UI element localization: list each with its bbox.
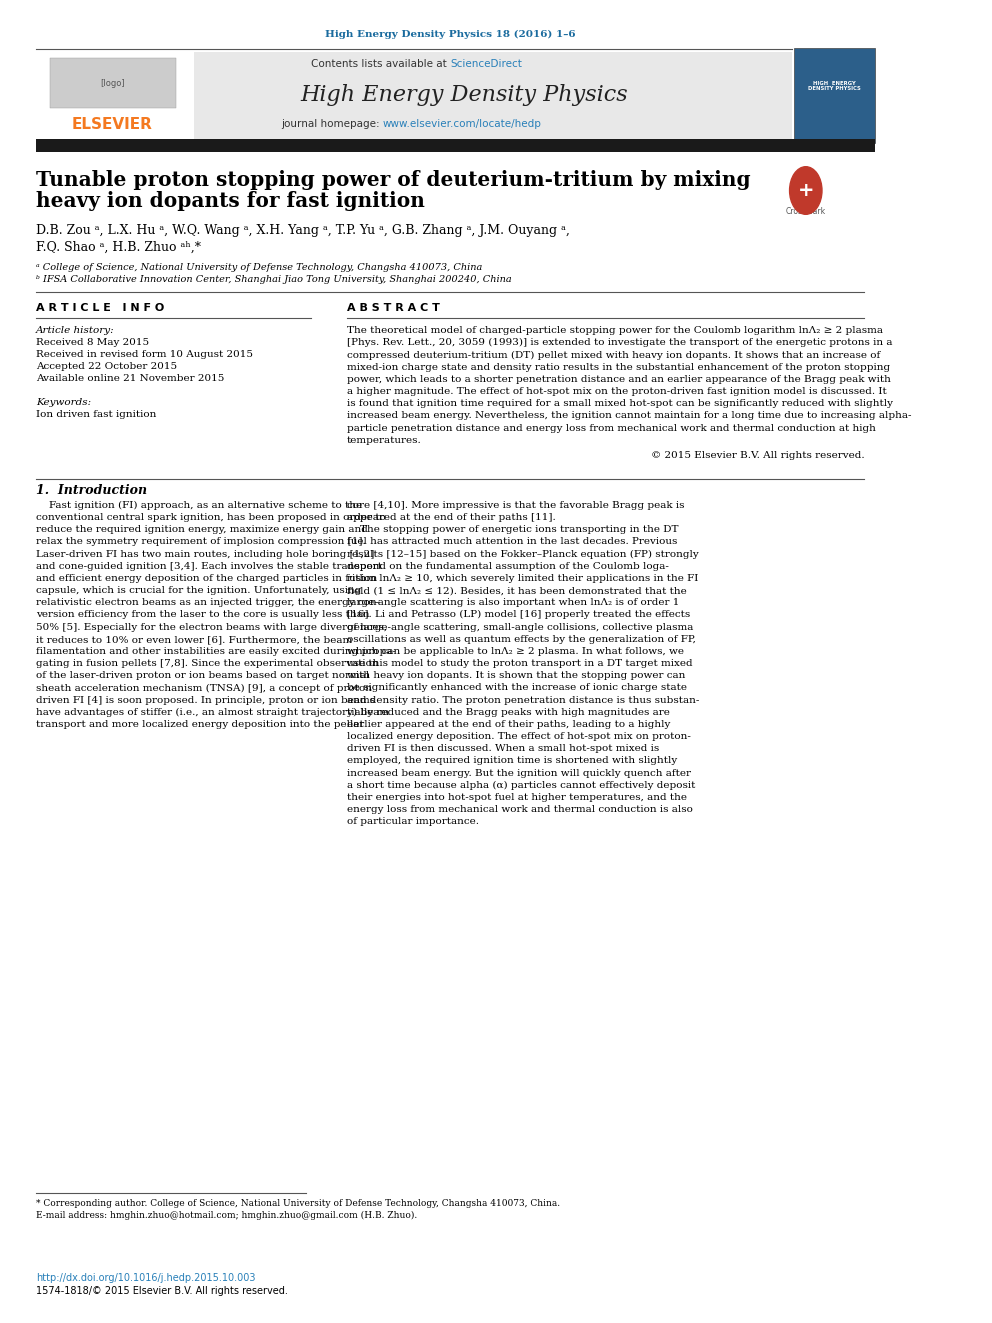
Text: mixed-ion charge state and density ratio results in the substantial enhancement : mixed-ion charge state and density ratio… (346, 363, 890, 372)
Text: employed, the required ignition time is shortened with slightly: employed, the required ignition time is … (346, 757, 677, 766)
Text: particle penetration distance and energy loss from mechanical work and thermal c: particle penetration distance and energy… (346, 423, 876, 433)
Text: large-angle scattering is also important when lnΛ₂ is of order 1: large-angle scattering is also important… (346, 598, 679, 607)
Text: journal homepage:: journal homepage: (281, 119, 383, 130)
Text: power, which leads to a shorter penetration distance and an earlier appearance o: power, which leads to a shorter penetrat… (346, 374, 891, 384)
Text: tially reduced and the Bragg peaks with high magnitudes are: tially reduced and the Bragg peaks with … (346, 708, 670, 717)
Text: is found that ignition time required for a small mixed hot-spot can be significa: is found that ignition time required for… (346, 400, 893, 409)
Text: a short time because alpha (α) particles cannot effectively deposit: a short time because alpha (α) particles… (346, 781, 695, 790)
Text: and density ratio. The proton penetration distance is thus substan-: and density ratio. The proton penetratio… (346, 696, 699, 705)
Text: increased beam energy. Nevertheless, the ignition cannot maintain for a long tim: increased beam energy. Nevertheless, the… (346, 411, 911, 421)
Text: conventional central spark ignition, has been proposed in order to: conventional central spark ignition, has… (36, 513, 386, 523)
Text: increased beam energy. But the ignition will quickly quench after: increased beam energy. But the ignition … (346, 769, 690, 778)
Text: Available online 21 November 2015: Available online 21 November 2015 (36, 374, 224, 382)
Text: with heavy ion dopants. It is shown that the stopping power can: with heavy ion dopants. It is shown that… (346, 671, 685, 680)
Text: of particular importance.: of particular importance. (346, 818, 478, 827)
Text: oscillations as well as quantum effects by the generalization of FP,: oscillations as well as quantum effects … (346, 635, 695, 644)
Text: driven FI is then discussed. When a small hot-spot mixed is: driven FI is then discussed. When a smal… (346, 745, 659, 753)
FancyBboxPatch shape (36, 139, 875, 152)
Text: A B S T R A C T: A B S T R A C T (346, 303, 439, 314)
Text: relativistic electron beams as an injected trigger, the energy con-: relativistic electron beams as an inject… (36, 598, 380, 607)
Text: of the laser-driven proton or ion beams based on target normal: of the laser-driven proton or ion beams … (36, 671, 369, 680)
Text: Received in revised form 10 August 2015: Received in revised form 10 August 2015 (36, 351, 253, 359)
FancyBboxPatch shape (36, 52, 793, 139)
FancyBboxPatch shape (50, 58, 176, 108)
Text: ᵇ IFSA Collaborative Innovation Center, Shanghai Jiao Tong University, Shanghai : ᵇ IFSA Collaborative Innovation Center, … (36, 275, 512, 283)
Text: filamentation and other instabilities are easily excited during propa-: filamentation and other instabilities ar… (36, 647, 396, 656)
Text: relax the symmetry requirement of implosion compression [1].: relax the symmetry requirement of implos… (36, 537, 366, 546)
Text: gating in fusion pellets [7,8]. Since the experimental observation: gating in fusion pellets [7,8]. Since th… (36, 659, 379, 668)
Text: have advantages of stiffer (i.e., an almost straight trajectory) beam: have advantages of stiffer (i.e., an alm… (36, 708, 389, 717)
Circle shape (790, 167, 822, 214)
Text: energy loss from mechanical work and thermal conduction is also: energy loss from mechanical work and the… (346, 806, 692, 814)
Text: core [4,10]. More impressive is that the favorable Bragg peak is: core [4,10]. More impressive is that the… (346, 501, 684, 509)
Text: High Energy Density Physics 18 (2016) 1–6: High Energy Density Physics 18 (2016) 1–… (324, 30, 575, 38)
Text: HIGH  ENERGY
DENSITY PHYSICS: HIGH ENERGY DENSITY PHYSICS (808, 81, 861, 91)
Text: appeared at the end of their paths [11].: appeared at the end of their paths [11]. (346, 513, 556, 523)
Text: Accepted 22 October 2015: Accepted 22 October 2015 (36, 363, 178, 370)
Text: be significantly enhanced with the increase of ionic charge state: be significantly enhanced with the incre… (346, 684, 686, 692)
Text: High Energy Density Physics: High Energy Density Physics (300, 85, 628, 106)
Text: rithm lnΛ₂ ≥ 10, which severely limited their applications in the FI: rithm lnΛ₂ ≥ 10, which severely limited … (346, 574, 698, 583)
Text: use this model to study the proton transport in a DT target mixed: use this model to study the proton trans… (346, 659, 692, 668)
FancyBboxPatch shape (794, 48, 875, 143)
Text: ScienceDirect: ScienceDirect (450, 58, 522, 69)
Text: of large-angle scattering, small-angle collisions, collective plasma: of large-angle scattering, small-angle c… (346, 623, 693, 631)
Text: Tunable proton stopping power of deuterium-tritium by mixing: Tunable proton stopping power of deuteri… (36, 169, 751, 191)
Text: compressed deuterium-tritium (DT) pellet mixed with heavy ion dopants. It shows : compressed deuterium-tritium (DT) pellet… (346, 351, 880, 360)
Text: heavy ion dopants for fast ignition: heavy ion dopants for fast ignition (36, 191, 425, 212)
Text: * Corresponding author. College of Science, National University of Defense Techn: * Corresponding author. College of Scien… (36, 1200, 560, 1208)
Text: sheath acceleration mechanism (TNSA) [9], a concept of proton: sheath acceleration mechanism (TNSA) [9]… (36, 684, 372, 692)
Text: 50% [5]. Especially for the electron beams with large divergences,: 50% [5]. Especially for the electron bea… (36, 623, 387, 631)
Text: The stopping power of energetic ions transporting in the DT: The stopping power of energetic ions tra… (346, 525, 679, 534)
Text: CrossMark: CrossMark (786, 208, 826, 216)
Text: fuel has attracted much attention in the last decades. Previous: fuel has attracted much attention in the… (346, 537, 677, 546)
FancyBboxPatch shape (36, 52, 193, 139)
Text: driven FI [4] is soon proposed. In principle, proton or ion beams: driven FI [4] is soon proposed. In princ… (36, 696, 375, 705)
Text: earlier appeared at the end of their paths, leading to a highly: earlier appeared at the end of their pat… (346, 720, 670, 729)
Text: results [12–15] based on the Fokker–Planck equation (FP) strongly: results [12–15] based on the Fokker–Plan… (346, 549, 698, 558)
Text: a higher magnitude. The effect of hot-spot mix on the proton-driven fast ignitio: a higher magnitude. The effect of hot-sp… (346, 388, 887, 396)
Text: temperatures.: temperatures. (346, 435, 422, 445)
Text: Ion driven fast ignition: Ion driven fast ignition (36, 410, 157, 418)
Text: +: + (798, 181, 814, 200)
Text: 1574-1818/© 2015 Elsevier B.V. All rights reserved.: 1574-1818/© 2015 Elsevier B.V. All right… (36, 1286, 288, 1297)
Text: 1.  Introduction: 1. Introduction (36, 484, 147, 497)
Text: capsule, which is crucial for the ignition. Unfortunately, using: capsule, which is crucial for the igniti… (36, 586, 361, 595)
Text: E-mail address: hmghin.zhuo@hotmail.com; hmghin.zhuo@gmail.com (H.B. Zhuo).: E-mail address: hmghin.zhuo@hotmail.com;… (36, 1212, 418, 1220)
Text: ELSEVIER: ELSEVIER (72, 116, 153, 132)
Text: field (1 ≤ lnΛ₂ ≤ 12). Besides, it has been demonstrated that the: field (1 ≤ lnΛ₂ ≤ 12). Besides, it has b… (346, 586, 686, 595)
Text: Article history:: Article history: (36, 327, 115, 335)
Text: Contents lists available at: Contents lists available at (311, 58, 450, 69)
Text: Laser-driven FI has two main routes, including hole boring [1,2]: Laser-driven FI has two main routes, inc… (36, 549, 374, 558)
Text: ᵃ College of Science, National University of Defense Technology, Changsha 410073: ᵃ College of Science, National Universit… (36, 263, 482, 271)
Text: Keywords:: Keywords: (36, 398, 91, 406)
Text: Fast ignition (FI) approach, as an alternative scheme to the: Fast ignition (FI) approach, as an alter… (36, 501, 362, 509)
Text: Received 8 May 2015: Received 8 May 2015 (36, 339, 149, 347)
Text: www.elsevier.com/locate/hedp: www.elsevier.com/locate/hedp (383, 119, 542, 130)
Text: [Phys. Rev. Lett., 20, 3059 (1993)] is extended to investigate the transport of : [Phys. Rev. Lett., 20, 3059 (1993)] is e… (346, 339, 892, 348)
Text: localized energy deposition. The effect of hot-spot mix on proton-: localized energy deposition. The effect … (346, 732, 690, 741)
Text: The theoretical model of charged-particle stopping power for the Coulomb logarit: The theoretical model of charged-particl… (346, 327, 883, 335)
Text: depend on the fundamental assumption of the Coulomb loga-: depend on the fundamental assumption of … (346, 562, 669, 570)
Text: version efficiency from the laser to the core is usually less than: version efficiency from the laser to the… (36, 610, 369, 619)
Text: [16]. Li and Petrasso (LP) model [16] properly treated the effects: [16]. Li and Petrasso (LP) model [16] pr… (346, 610, 689, 619)
Text: and efficient energy deposition of the charged particles in fusion: and efficient energy deposition of the c… (36, 574, 377, 583)
Text: it reduces to 10% or even lower [6]. Furthermore, the beam: it reduces to 10% or even lower [6]. Fur… (36, 635, 352, 644)
Text: reduce the required ignition energy, maximize energy gain and: reduce the required ignition energy, max… (36, 525, 368, 534)
Text: F.Q. Shao ᵃ, H.B. Zhuo ᵃʰ,*: F.Q. Shao ᵃ, H.B. Zhuo ᵃʰ,* (36, 241, 201, 254)
Text: [logo]: [logo] (100, 79, 125, 87)
Text: © 2015 Elsevier B.V. All rights reserved.: © 2015 Elsevier B.V. All rights reserved… (651, 451, 864, 459)
Text: http://dx.doi.org/10.1016/j.hedp.2015.10.003: http://dx.doi.org/10.1016/j.hedp.2015.10… (36, 1273, 256, 1283)
Text: D.B. Zou ᵃ, L.X. Hu ᵃ, W.Q. Wang ᵃ, X.H. Yang ᵃ, T.P. Yu ᵃ, G.B. Zhang ᵃ, J.M. O: D.B. Zou ᵃ, L.X. Hu ᵃ, W.Q. Wang ᵃ, X.H.… (36, 224, 569, 237)
Text: which can be applicable to lnΛ₂ ≥ 2 plasma. In what follows, we: which can be applicable to lnΛ₂ ≥ 2 plas… (346, 647, 683, 656)
Text: their energies into hot-spot fuel at higher temperatures, and the: their energies into hot-spot fuel at hig… (346, 792, 686, 802)
Text: transport and more localized energy deposition into the pellet: transport and more localized energy depo… (36, 720, 364, 729)
Text: A R T I C L E   I N F O: A R T I C L E I N F O (36, 303, 165, 314)
Text: and cone-guided ignition [3,4]. Each involves the stable transport: and cone-guided ignition [3,4]. Each inv… (36, 562, 382, 570)
